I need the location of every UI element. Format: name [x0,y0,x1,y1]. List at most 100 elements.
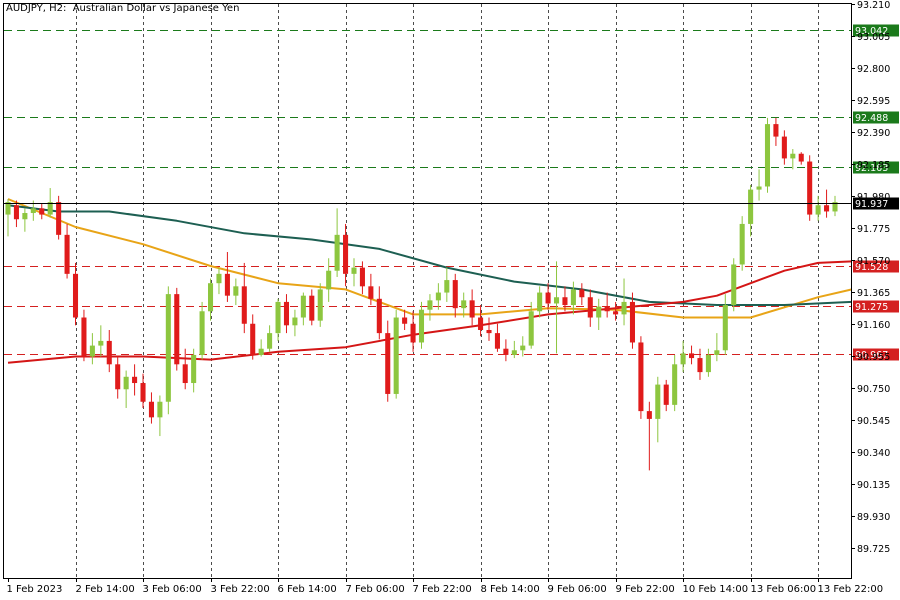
candle-body [672,364,678,405]
level-price-tag [853,300,899,313]
candle [402,309,408,330]
candle [427,294,433,321]
y-tick-label: 91.775 [857,224,890,235]
plot-frame [3,3,852,579]
candle [207,278,214,321]
candles [5,117,838,471]
candle-body [714,350,720,355]
candle [309,289,315,326]
y-tick-label: 90.750 [857,384,890,395]
candle [351,258,357,287]
x-tick-label: 9 Feb 06:00 [548,584,607,595]
candle-body [764,124,771,187]
candle-body [250,323,256,355]
candle [815,195,821,221]
candle [579,283,585,306]
candle [115,356,121,399]
candle [722,294,728,355]
candle-body [207,283,214,312]
candle-body [72,273,79,318]
candle-body [503,348,509,355]
current-price-line: 91.937 [4,197,899,210]
candle [343,223,349,287]
candle-body [807,161,813,215]
y-tick-label: 93.005 [857,32,890,43]
candle [756,169,762,201]
candle [807,155,813,221]
candle-body [739,223,745,265]
level-price-label: 92.163 [855,163,888,174]
candle [461,292,467,318]
candle [258,339,264,357]
candle-body [174,294,180,365]
candle [587,289,593,327]
candle-body [469,300,475,318]
candle [731,258,737,312]
candle [334,208,340,277]
candle-body [621,301,627,315]
candle-body [300,295,306,318]
candle-body [343,234,349,274]
candle-body [570,289,576,306]
candle-body [30,208,36,214]
candle-body [663,384,669,405]
candle [368,273,374,306]
candle-body [824,205,830,212]
candle [672,354,678,412]
candle-body [148,401,154,418]
candle-body [140,383,146,402]
candle-body [165,294,171,402]
candle-body [418,309,425,343]
candle [132,364,138,396]
candle-body [267,333,273,349]
candle [56,195,62,240]
candle [191,348,197,393]
candle [697,348,703,380]
y-tick-label: 92.800 [857,64,890,75]
y-tick-label: 89.930 [857,512,890,523]
candle [520,336,526,357]
candle [165,286,171,415]
y-tick-label: 93.210 [857,0,890,11]
candle-body [224,273,230,296]
x-tick-label: 3 Feb 22:00 [211,584,270,595]
candle [596,298,602,330]
candle-body [646,411,652,419]
candle [486,317,492,341]
candle-body [579,289,585,298]
y-tick-label: 89.725 [857,544,890,555]
level-price-tag [853,161,899,174]
candle-body [520,345,526,351]
candle [562,286,568,312]
candle [140,373,146,408]
x-tick-label: 7 Feb 06:00 [346,584,405,595]
candle-body [334,234,340,271]
candle [646,401,652,471]
candle-body [98,340,104,346]
candle-body [748,189,754,224]
x-tick-label: 8 Feb 14:00 [481,584,540,595]
candle [832,195,838,217]
symbol-description: Australian Dollar vs Japanese Yen [72,3,240,14]
candle-body [191,354,197,384]
candle [790,149,796,170]
candle-body [64,234,70,274]
x-tick-label: 9 Feb 22:00 [616,584,675,595]
candle-body [376,298,382,334]
candle-body [115,364,121,390]
candle-body [680,353,686,365]
candle [182,348,188,390]
candle [511,340,517,359]
candle [469,289,475,326]
candle-body [798,153,804,162]
candle-body [47,202,53,215]
candle-body [705,354,711,373]
candle [199,301,205,360]
x-tick-label: 6 Feb 14:00 [278,584,337,595]
candle-body [283,301,290,326]
symbol-timeframe: AUDJPY, H2: [6,3,67,14]
current-price-tag [853,197,899,210]
y-tick-label: 92.390 [857,128,890,139]
candle-body [655,384,661,419]
